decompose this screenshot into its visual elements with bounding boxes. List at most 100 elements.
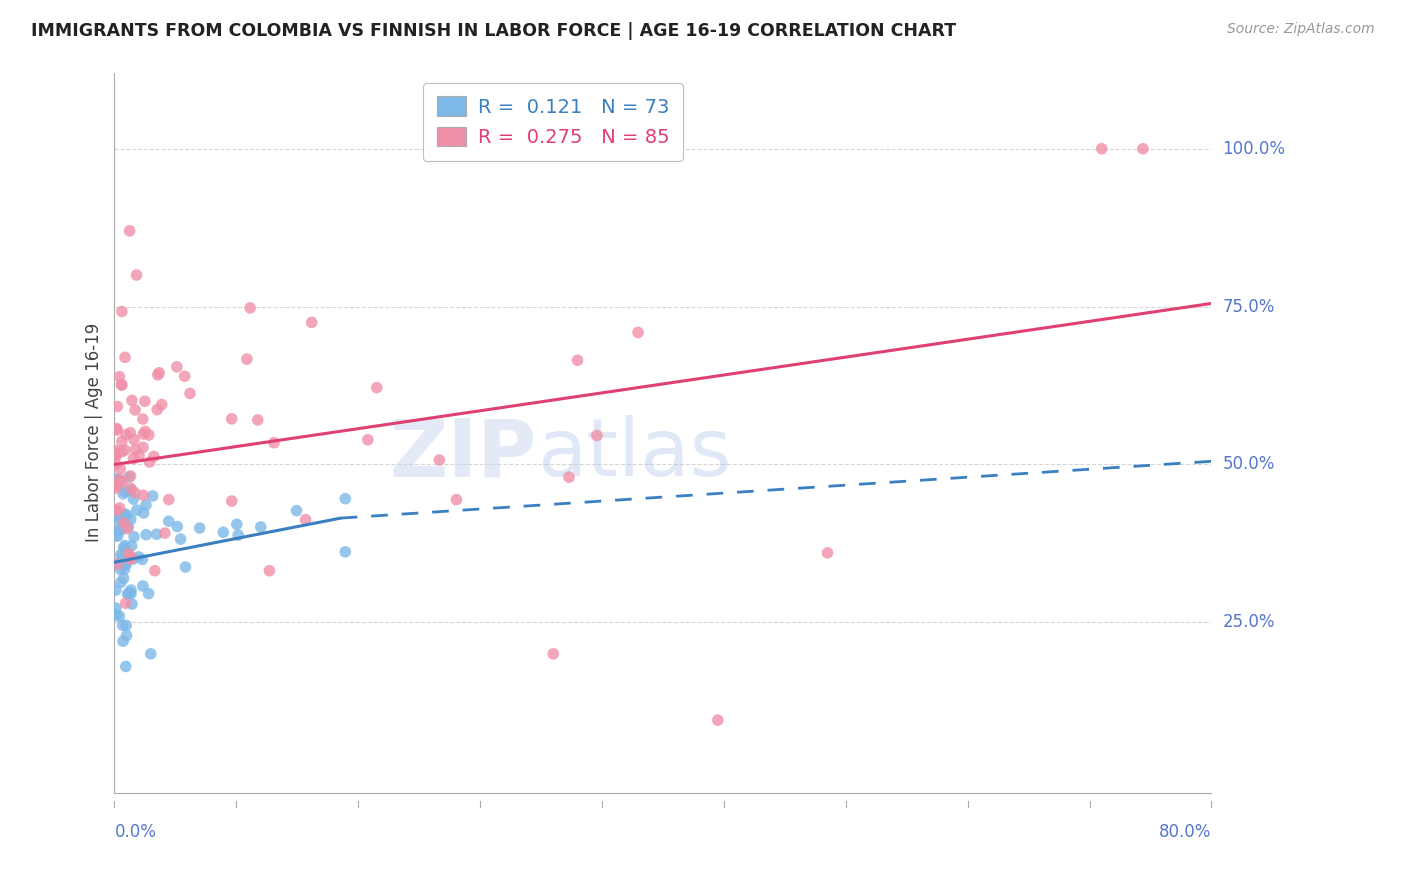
Point [142, 450, 165, 464]
Point [125, 503, 148, 517]
Point [107, 400, 129, 414]
Point [246, 413, 269, 427]
Point [124, 403, 146, 417]
Point [120, 512, 142, 526]
Point [221, 412, 243, 426]
Point [120, 586, 142, 600]
Point [122, 530, 145, 544]
Point [146, 368, 169, 382]
Point [157, 514, 180, 528]
Point [134, 425, 156, 439]
Point [148, 366, 170, 380]
Point [174, 560, 197, 574]
Point [112, 516, 135, 530]
Point [115, 544, 138, 558]
Point [132, 440, 155, 454]
Point [104, 458, 127, 472]
Point [114, 443, 136, 458]
Point [105, 478, 128, 492]
Point [110, 575, 132, 590]
Point [138, 455, 160, 469]
Point [586, 428, 609, 442]
Point [112, 571, 135, 585]
Point [105, 503, 128, 517]
Point [111, 550, 134, 565]
Point [236, 352, 259, 367]
Point [707, 713, 730, 727]
Point [104, 478, 127, 492]
Text: ZIP: ZIP [389, 416, 537, 493]
Point [115, 508, 138, 522]
Point [118, 224, 141, 238]
Point [112, 487, 135, 501]
Point [153, 526, 176, 541]
Point [145, 527, 167, 541]
Point [239, 301, 262, 315]
Point [301, 315, 323, 329]
Point [110, 377, 132, 392]
Point [122, 552, 145, 566]
Point [120, 469, 142, 483]
Text: 50.0%: 50.0% [1223, 456, 1275, 474]
Point [134, 394, 156, 409]
Point [294, 513, 316, 527]
Point [138, 586, 160, 600]
Point [118, 470, 141, 484]
Point [114, 558, 136, 572]
Point [105, 506, 128, 520]
Point [120, 481, 142, 495]
Point [104, 481, 127, 495]
Point [132, 412, 155, 426]
Point [122, 433, 145, 447]
Point [108, 472, 131, 486]
Point [110, 462, 132, 476]
Point [121, 393, 143, 408]
Point [120, 583, 142, 598]
Point [114, 596, 136, 610]
Point [108, 369, 131, 384]
Point [107, 514, 129, 528]
Point [104, 472, 127, 486]
Point [357, 433, 380, 447]
Text: 75.0%: 75.0% [1223, 298, 1275, 316]
Point [143, 564, 166, 578]
Point [124, 485, 146, 500]
Text: 80.0%: 80.0% [1159, 823, 1212, 841]
Point [104, 510, 127, 524]
Point [104, 473, 127, 487]
Point [132, 427, 155, 442]
Point [115, 557, 138, 571]
Point [259, 564, 281, 578]
Point [108, 475, 131, 489]
Point [135, 527, 157, 541]
Point [104, 601, 127, 615]
Point [120, 483, 142, 498]
Point [110, 562, 132, 576]
Point [150, 398, 173, 412]
Point [111, 475, 134, 489]
Text: Source: ZipAtlas.com: Source: ZipAtlas.com [1227, 22, 1375, 37]
Point [107, 558, 129, 572]
Point [114, 507, 136, 521]
Point [567, 353, 589, 368]
Point [117, 547, 139, 561]
Point [125, 268, 148, 282]
Point [114, 659, 136, 673]
Point [120, 552, 142, 566]
Point [110, 510, 132, 524]
Point [541, 647, 564, 661]
Point [104, 449, 127, 463]
Point [118, 586, 141, 600]
Point [114, 539, 136, 553]
Point [212, 525, 235, 540]
Text: 100.0%: 100.0% [1223, 140, 1285, 158]
Point [104, 443, 127, 458]
Point [558, 470, 581, 484]
Point [263, 435, 285, 450]
Point [146, 402, 169, 417]
Point [1132, 142, 1154, 156]
Point [120, 550, 142, 565]
Point [112, 541, 135, 555]
Text: atlas: atlas [537, 416, 731, 493]
Y-axis label: In Labor Force | Age 16-19: In Labor Force | Age 16-19 [86, 323, 103, 542]
